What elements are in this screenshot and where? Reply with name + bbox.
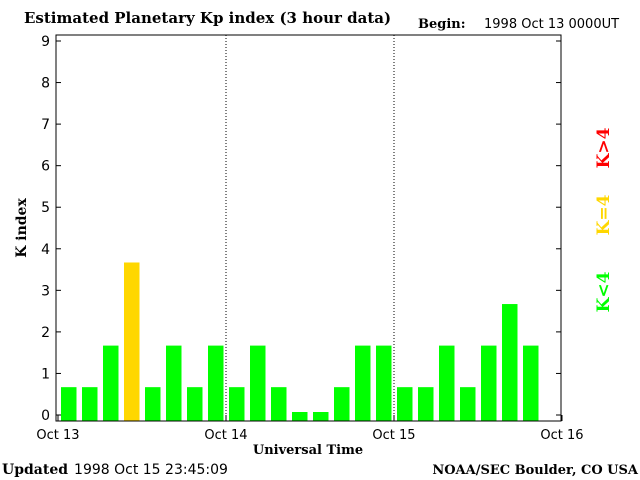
chart-title: Estimated Planetary Kp index (3 hour dat…	[24, 9, 391, 27]
x-tick-label: Oct 13	[36, 428, 79, 443]
kp-bar	[61, 387, 77, 421]
kp-bar	[439, 345, 455, 421]
footer-updated: Updated 1998 Oct 15 23:45:09	[2, 462, 228, 478]
kp-bar	[250, 345, 266, 421]
legend-entry: K=4	[594, 194, 614, 235]
updated-label: Updated	[2, 462, 68, 478]
y-tick-label: 8	[41, 76, 50, 92]
kp-bar	[523, 345, 539, 421]
x-tick-label: Oct 15	[372, 428, 415, 443]
x-axis-label: Universal Time	[253, 443, 363, 458]
x-tick-label: Oct 14	[204, 428, 247, 443]
kp-bar	[313, 412, 329, 421]
day-separators	[225, 35, 395, 421]
x-axis-ticks: Oct 13 Oct 14 Oct 15 Oct 16	[36, 415, 584, 443]
kp-bar	[208, 345, 224, 421]
kp-bar	[103, 345, 119, 421]
begin-value: 1998 Oct 13 0000UT	[484, 17, 619, 32]
kp-bar	[229, 387, 245, 421]
kp-bar	[82, 387, 98, 421]
y-tick-label: 4	[41, 242, 50, 258]
begin-label: Begin:	[418, 17, 466, 32]
kp-bar	[376, 345, 392, 421]
x-tick-label: Oct 16	[540, 428, 583, 443]
y-tick-label: 2	[41, 325, 50, 341]
kp-bar	[397, 387, 413, 421]
y-tick-label: 3	[41, 283, 50, 299]
kp-bar	[166, 345, 182, 421]
kp-bar	[187, 387, 203, 421]
y-tick-label: 0	[41, 408, 50, 424]
kp-bar	[418, 387, 434, 421]
y-axis-ticks: 0 1 2 3 4 5 6 7 8 9	[41, 34, 561, 424]
kp-bar	[292, 412, 308, 421]
kp-bar	[145, 387, 161, 421]
y-tick-label: 1	[41, 366, 50, 382]
kp-bar	[334, 387, 350, 421]
plot-frame	[55, 34, 562, 422]
kp-bar	[502, 304, 518, 421]
legend: K<4 K=4 K>4	[594, 127, 614, 312]
y-tick-label: 6	[41, 159, 50, 175]
legend-entry: K>4	[594, 127, 614, 168]
y-tick-label: 9	[41, 34, 50, 50]
kp-bar	[124, 262, 140, 421]
bars-layer	[61, 262, 539, 421]
y-tick-label: 5	[41, 200, 50, 216]
legend-entry: K<4	[594, 271, 614, 312]
updated-value: 1998 Oct 15 23:45:09	[74, 462, 228, 478]
kp-bar	[460, 387, 476, 421]
kp-bar	[481, 345, 497, 421]
kp-bar	[271, 387, 287, 421]
footer-source: NOAA/SEC Boulder, CO USA	[432, 463, 639, 478]
y-tick-label: 7	[41, 117, 50, 133]
y-axis-label: K index	[14, 198, 30, 258]
kp-bar	[355, 345, 371, 421]
